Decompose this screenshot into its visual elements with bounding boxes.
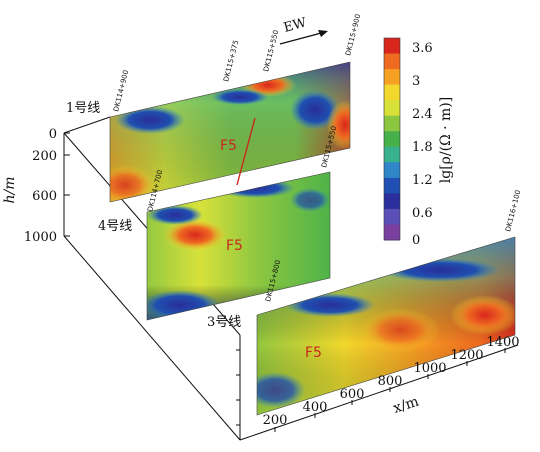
colorbar-swatch xyxy=(384,131,400,148)
colorbar-swatch xyxy=(384,162,400,179)
depth-ticks: 0 200 600 1000 h/m xyxy=(2,127,70,245)
colorbar-swatch xyxy=(384,69,400,86)
fault-label-1: F5 xyxy=(220,138,237,154)
front-depth-ticks xyxy=(236,349,240,426)
x-tick-label: 400 xyxy=(303,400,328,415)
x-tick-label: 1200 xyxy=(450,348,483,363)
colorbar-swatch xyxy=(384,84,400,101)
colorbar-tick: 0.6 xyxy=(412,206,433,221)
section-label-2: 4号线 xyxy=(98,219,132,234)
depth-tick-label: 1000 xyxy=(24,230,57,245)
station-label: DK115+375 xyxy=(222,39,240,82)
colorbar-frame xyxy=(383,37,401,241)
colorbar-tick: 3.6 xyxy=(412,41,433,56)
x-tick-label: 600 xyxy=(340,387,365,402)
x-axis-label: x/m xyxy=(391,394,421,417)
colorbar-swatches xyxy=(384,38,400,241)
x-axis-line xyxy=(239,344,519,441)
colorbar-tick: 0 xyxy=(412,233,420,248)
colorbar-tick: 2.4 xyxy=(412,107,433,122)
axis-base-line xyxy=(63,235,241,441)
axis-connector-top xyxy=(63,116,111,134)
x-tick-label: 200 xyxy=(263,413,288,428)
colorbar-tick: 1.8 xyxy=(412,140,433,155)
direction-indicator: EW xyxy=(279,15,328,45)
direction-arrow-icon xyxy=(279,31,326,45)
colorbar-swatch xyxy=(384,208,400,225)
colorbar-swatch xyxy=(384,115,400,132)
station-label: DK115+550 xyxy=(262,29,280,72)
colorbar-label: lg[ρ/(Ω · m)] xyxy=(438,97,454,183)
colorbar-swatch xyxy=(384,193,400,210)
station-label: DK115+900 xyxy=(344,13,362,56)
colorbar-tick: 3 xyxy=(412,74,420,89)
colorbar-swatch xyxy=(384,146,400,163)
station-label: DK116+100 xyxy=(504,189,522,232)
colorbar-swatch xyxy=(384,38,400,55)
section-label-3: 3号线 xyxy=(207,315,241,330)
colorbar-swatch xyxy=(384,177,400,194)
x-tick-label: 1000 xyxy=(413,361,446,376)
fault-label-2: F5 xyxy=(226,238,243,254)
direction-label: EW xyxy=(282,15,309,36)
fault-label-3: F5 xyxy=(305,345,322,361)
x-tick-label: 1400 xyxy=(486,335,519,350)
depth-axis-label: h/m xyxy=(2,176,18,203)
colorbar-swatch xyxy=(384,53,400,70)
depth-tick-label: 200 xyxy=(32,149,57,164)
depth-tick-label: 0 xyxy=(49,127,57,142)
station-label: DK114+900 xyxy=(112,69,130,112)
x-axis: 200 400 600 800 1000 1200 1400 x/m xyxy=(263,335,520,432)
fault-line-1 xyxy=(236,117,256,186)
colorbar: 3.6 3 2.4 1.8 1.2 0.6 0 lg[ρ/(Ω · m)] xyxy=(383,37,454,248)
colorbar-swatch xyxy=(384,224,400,241)
colorbar-swatch xyxy=(384,100,400,117)
section-label-1: 1号线 xyxy=(66,101,100,116)
x-tick-label: 800 xyxy=(378,374,403,389)
colorbar-tick: 1.2 xyxy=(412,173,433,188)
depth-tick-label: 600 xyxy=(32,189,57,204)
